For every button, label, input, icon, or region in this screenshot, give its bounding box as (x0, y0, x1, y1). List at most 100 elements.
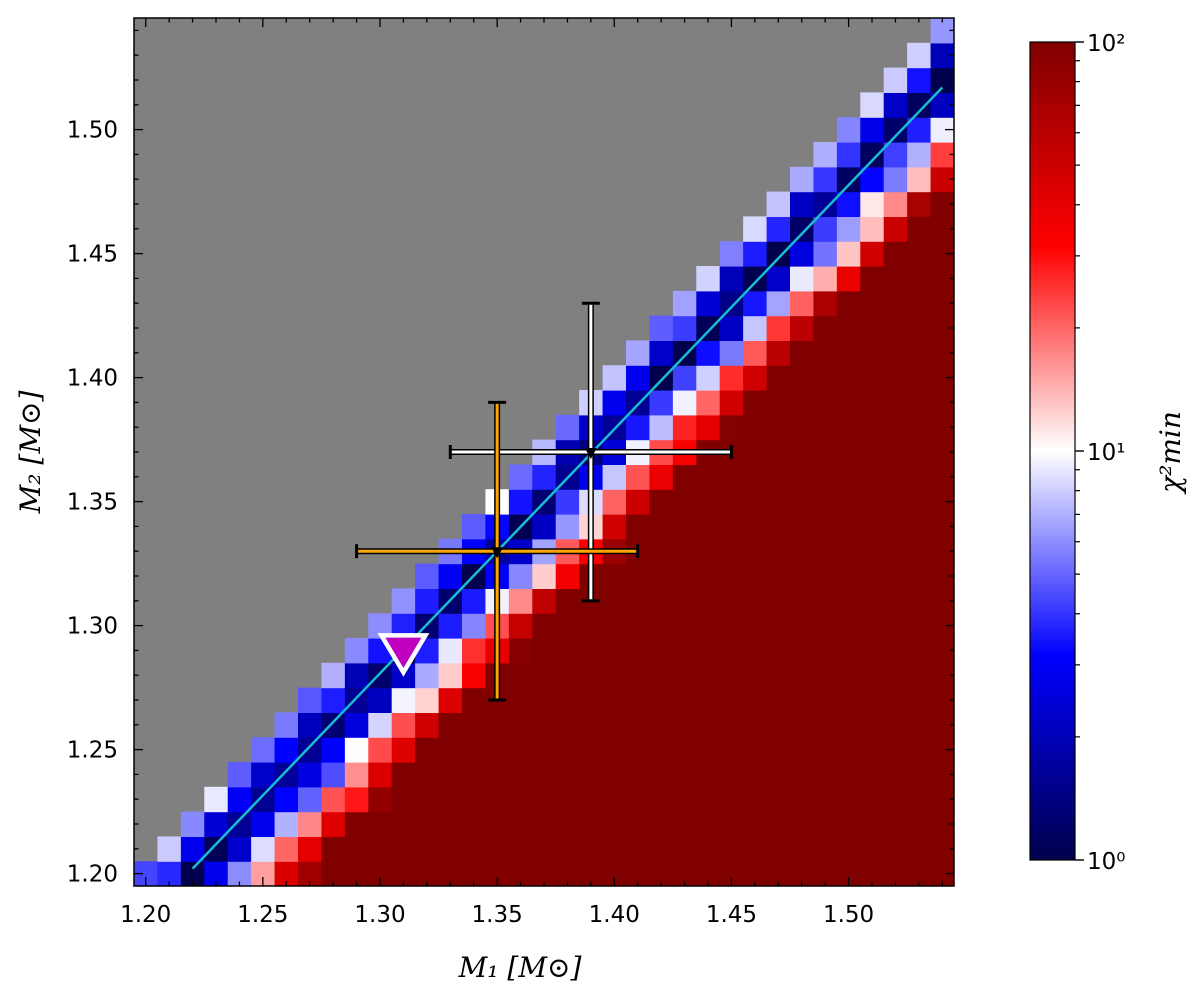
heatmap-cell (555, 588, 580, 614)
heatmap-cell (368, 762, 393, 788)
heatmap-cell (813, 687, 838, 713)
heatmap-cell (836, 836, 861, 862)
heatmap-cell (719, 390, 744, 416)
heatmap-cell (274, 786, 299, 813)
heatmap-cell (696, 836, 721, 862)
heatmap-cell (790, 166, 815, 193)
heatmap-cell (626, 340, 651, 366)
heatmap-cell (907, 365, 932, 391)
heatmap-cell (907, 290, 932, 317)
heatmap-cell (696, 290, 721, 317)
heatmap-cell (836, 563, 861, 589)
heatmap-cell (672, 638, 697, 664)
heatmap-cell (251, 786, 276, 813)
heatmap-cell (555, 786, 580, 813)
heatmap-cell (907, 811, 932, 837)
y-tick-label: 1.40 (67, 366, 118, 392)
heatmap-cell (790, 687, 815, 713)
heatmap-cell (766, 439, 791, 465)
heatmap-cell (462, 638, 487, 664)
heatmap-cell (719, 662, 744, 689)
heatmap-cell (602, 563, 627, 589)
heatmap-cell (813, 414, 838, 441)
heatmap-cell (766, 786, 791, 813)
heatmap-cell (626, 712, 651, 738)
heatmap-cell (883, 216, 908, 242)
heatmap-cell (532, 662, 557, 689)
heatmap-cell (907, 538, 932, 565)
heatmap-cell (743, 638, 768, 664)
heatmap-cell (883, 563, 908, 589)
heatmap-cell (672, 414, 697, 441)
heatmap-cell (907, 414, 932, 441)
heatmap-cell (415, 836, 440, 862)
heatmap-cell (508, 613, 533, 639)
heatmap-cell (907, 464, 932, 490)
heatmap-cell (907, 489, 932, 515)
heatmap-cell (743, 563, 768, 589)
heatmap-cell (743, 786, 768, 813)
heatmap-cell (602, 613, 627, 639)
heatmap-cell (672, 662, 697, 689)
heatmap-cell (907, 687, 932, 713)
heatmap-cell (649, 638, 674, 664)
heatmap-cell (790, 662, 815, 689)
heatmap-cell (883, 538, 908, 565)
heatmap-cell (719, 737, 744, 763)
heatmap-cell (251, 811, 276, 837)
heatmap-cell (485, 712, 510, 738)
x-tick-label: 1.30 (354, 902, 405, 928)
heatmap-cell (860, 315, 885, 341)
heatmap-cell (696, 266, 721, 292)
heatmap-cell (251, 836, 276, 862)
heatmap-cell (883, 762, 908, 788)
heatmap-cell (649, 712, 674, 738)
heatmap-cell (813, 191, 838, 217)
heatmap-cell (672, 290, 697, 317)
heatmap-cell (462, 613, 487, 639)
heatmap-cell (907, 662, 932, 689)
heatmap-cell (766, 613, 791, 639)
heatmap-cell (836, 687, 861, 713)
heatmap-cell (930, 117, 954, 143)
heatmap-cell (790, 762, 815, 788)
heatmap-cell (813, 142, 838, 168)
heatmap-cell (930, 638, 954, 664)
heatmap-cell (555, 613, 580, 639)
heatmap-cell (719, 563, 744, 589)
heatmap-cell (813, 266, 838, 292)
heatmap-cell (930, 266, 954, 292)
heatmap-cell (626, 762, 651, 788)
heatmap-cell (907, 762, 932, 788)
heatmap-cell (766, 216, 791, 242)
heatmap-cell (836, 390, 861, 416)
heatmap-cell (415, 712, 440, 738)
heatmap-cell (649, 662, 674, 689)
heatmap-cell (813, 737, 838, 763)
heatmap-cells (134, 18, 954, 886)
heatmap-cell (883, 241, 908, 267)
heatmap-cell (790, 414, 815, 441)
heatmap-cell (696, 737, 721, 763)
heatmap-cell (415, 786, 440, 813)
heatmap-cell (743, 489, 768, 515)
heatmap-cell (883, 365, 908, 391)
heatmap-cell (719, 340, 744, 366)
heatmap-cell (883, 290, 908, 317)
heatmap-cell (860, 464, 885, 490)
heatmap-cell (930, 662, 954, 689)
heatmap-cell (743, 290, 768, 317)
heatmap-cell (930, 737, 954, 763)
heatmap-cell (649, 414, 674, 441)
heatmap-cell (813, 290, 838, 317)
heatmap-cell (813, 563, 838, 589)
heatmap-cell (368, 786, 393, 813)
heatmap-cell (672, 390, 697, 416)
heatmap-cell (907, 390, 932, 416)
heatmap-cell (883, 464, 908, 490)
heatmap-cell (766, 811, 791, 837)
heatmap-cell (298, 712, 323, 738)
heatmap-cell (930, 563, 954, 589)
heatmap-cell (532, 786, 557, 813)
